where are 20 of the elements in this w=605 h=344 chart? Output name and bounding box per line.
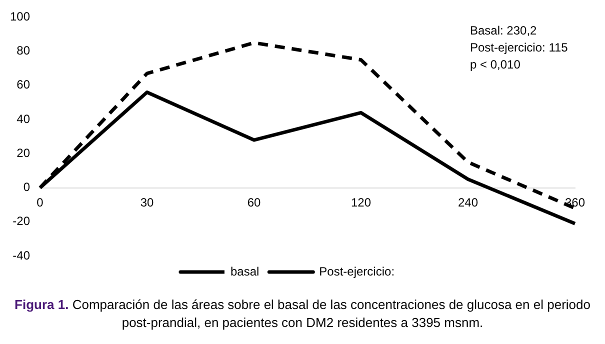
- text: Comparación de las áreas sobre el basal de las concentraciones de glucosa en el periodo post-prandial, en pacientes con DM2 residentes a 3395 msnm.: [72, 297, 590, 330]
- legend-label: Post-ejercicio:: [319, 264, 395, 278]
- y-tick-label: 80: [16, 44, 30, 58]
- y-tick-label: 20: [16, 146, 30, 160]
- x-tick-label: 0: [36, 195, 44, 210]
- y-tick-label: -40: [12, 248, 30, 262]
- x-tick-label: 240: [458, 195, 478, 210]
- y-tick-label: 0: [23, 180, 30, 194]
- legend-label: basal: [230, 264, 260, 278]
- y-tick-label: -20: [12, 214, 30, 228]
- annotation: Post-ejercicio: 115: [470, 40, 568, 55]
- y-tick-label: 100: [10, 10, 30, 24]
- x-tick-label: 30: [140, 195, 154, 210]
- x-tick-label: 120: [350, 195, 372, 210]
- annotation: p < 0,010: [470, 58, 521, 72]
- annotation: Basal: 230,2: [470, 24, 538, 38]
- y-tick-label: 40: [16, 112, 30, 126]
- text: Figura 1.: [14, 297, 69, 312]
- y-tick-label: 60: [16, 78, 30, 92]
- x-tick-label: 60: [247, 195, 262, 210]
